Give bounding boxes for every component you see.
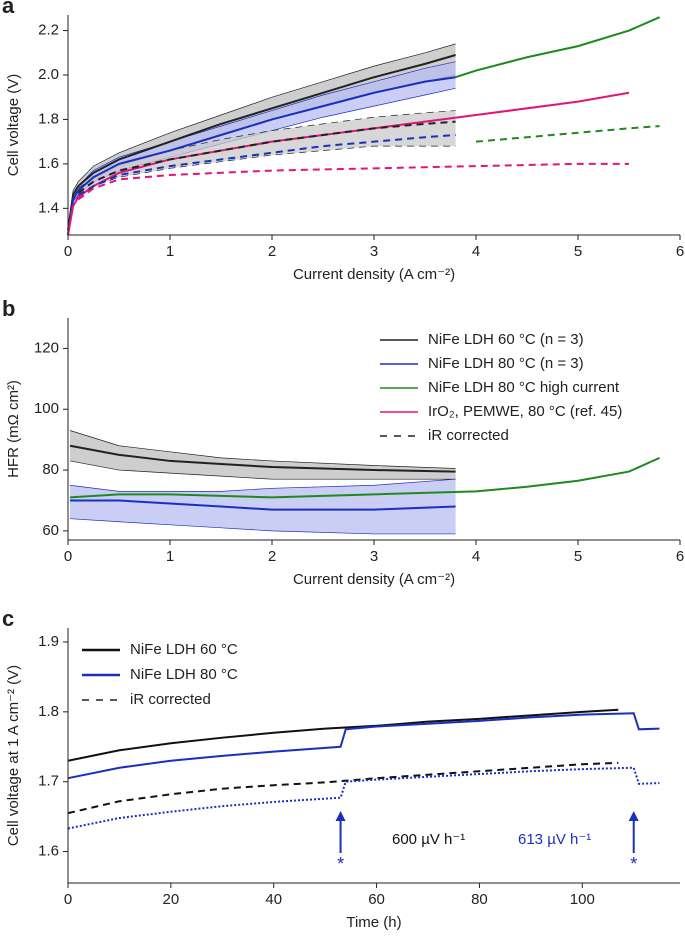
arrow-head [335, 811, 346, 821]
data-line [77, 134, 456, 196]
y-tick-label: 2.0 [38, 66, 59, 83]
legend-label: iR corrected [428, 427, 509, 444]
y-tick-label: 1.8 [38, 110, 59, 127]
x-tick-label: 5 [574, 548, 582, 565]
x-tick-label: 40 [265, 891, 282, 908]
y-tick-label: 60 [42, 522, 59, 539]
data-line [67, 766, 660, 830]
x-tick-label: 0 [64, 243, 72, 260]
y-axis-label: Cell voltage at 1 A cm⁻² (V) [5, 665, 22, 846]
y-tick-label: 1.9 [38, 633, 59, 650]
legend-label: NiFe LDH 80 °C (n = 3) [428, 355, 584, 372]
panel-label: a [2, 0, 15, 18]
data-line [69, 444, 456, 473]
data-line [67, 76, 456, 236]
data-line [77, 162, 629, 201]
x-tick-label: 4 [472, 243, 480, 260]
data-line [67, 708, 619, 762]
error-band [70, 479, 456, 534]
data-line [475, 125, 660, 143]
y-tick-label: 1.6 [38, 843, 59, 860]
data-line [67, 712, 660, 780]
legend-label: NiFe LDH 80 °C high current [428, 379, 620, 396]
x-axis-label: Current density (A cm⁻²) [293, 266, 455, 283]
band-edge [67, 43, 456, 229]
data-line [69, 456, 661, 499]
legend-label: NiFe LDH 60 °C [130, 641, 238, 658]
y-tick-label: 1.6 [38, 155, 59, 172]
data-line [70, 499, 456, 511]
y-axis-label: Cell voltage (V) [5, 74, 22, 177]
x-axis-label: Current density (A cm⁻²) [293, 571, 455, 588]
data-line [77, 120, 456, 194]
panel-label: c [2, 606, 14, 631]
panel-label: b [2, 296, 15, 321]
data-line [67, 761, 619, 815]
band-edge [69, 460, 456, 480]
legend-label: iR corrected [130, 691, 211, 708]
data-line [67, 54, 456, 231]
x-tick-label: 4 [472, 548, 480, 565]
y-tick-label: 1.7 [38, 773, 59, 790]
y-tick-label: 1.8 [38, 703, 59, 720]
x-tick-label: 3 [370, 548, 378, 565]
legend-label: NiFe LDH 60 °C (n = 3) [428, 331, 584, 348]
x-tick-label: 0 [64, 891, 72, 908]
y-tick-label: 120 [34, 339, 59, 356]
x-tick-label: 0 [64, 548, 72, 565]
annotation: 613 µV h⁻¹ [518, 831, 591, 848]
x-tick-label: 6 [676, 243, 684, 260]
x-tick-label: 20 [163, 891, 180, 908]
y-tick-label: 100 [34, 400, 59, 417]
data-line [455, 16, 660, 79]
arrow-label: * [337, 854, 344, 874]
x-tick-label: 80 [471, 891, 488, 908]
x-tick-label: 60 [368, 891, 385, 908]
error-band [68, 61, 456, 235]
y-tick-label: 2.2 [38, 22, 59, 39]
x-tick-label: 2 [268, 243, 276, 260]
annotation: 600 µV h⁻¹ [392, 831, 465, 848]
band-edge [69, 430, 456, 469]
y-axis-label: HFR (mΩ cm²) [5, 380, 22, 478]
band-edge [69, 478, 456, 492]
y-tick-label: 80 [42, 461, 59, 478]
y-tick-label: 1.4 [38, 199, 59, 216]
arrow-label: * [630, 854, 637, 874]
x-tick-label: 100 [570, 891, 595, 908]
x-tick-label: 1 [166, 243, 174, 260]
x-tick-label: 3 [370, 243, 378, 260]
legend-label: IrO₂, PEMWE, 80 °C (ref. 45) [428, 403, 622, 420]
x-tick-label: 5 [574, 243, 582, 260]
band-edge [70, 518, 456, 535]
error-band [70, 430, 456, 480]
x-axis-label: Time (h) [346, 914, 401, 931]
x-tick-label: 1 [166, 548, 174, 565]
band-edge [77, 145, 456, 198]
arrow-head [628, 811, 639, 821]
x-tick-label: 2 [268, 548, 276, 565]
x-tick-label: 6 [676, 548, 684, 565]
legend-label: NiFe LDH 80 °C [130, 666, 238, 683]
